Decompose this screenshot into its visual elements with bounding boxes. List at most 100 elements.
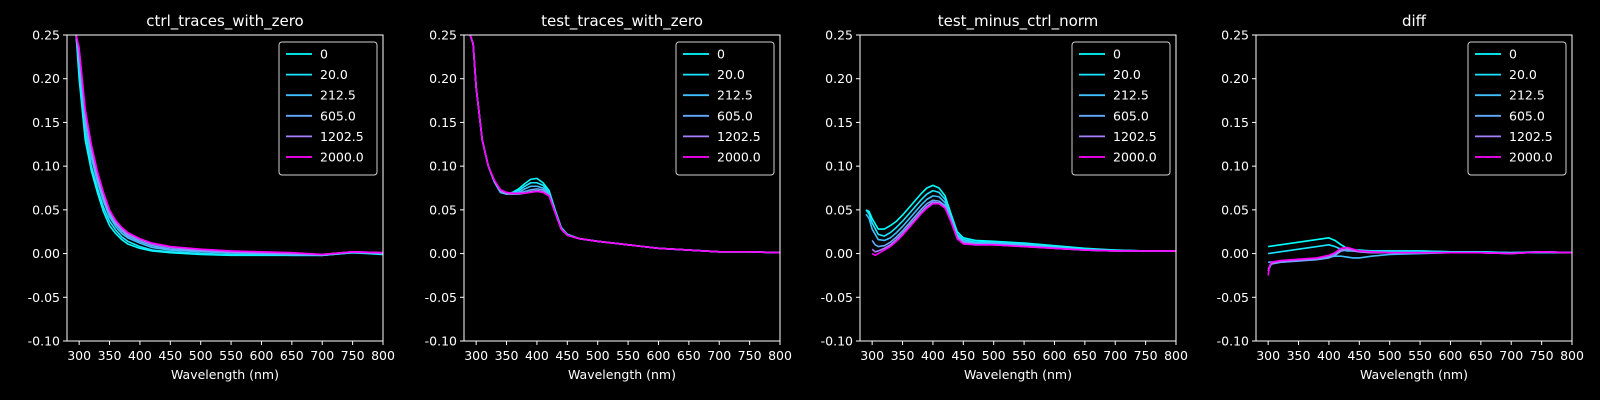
- legend: 0 20.0 212.5 605.0 1202.5 2000.0: [1071, 41, 1171, 176]
- x-tick-label: 450: [555, 348, 579, 363]
- y-tick-label: 0.00: [825, 246, 853, 261]
- plot-frame: [859, 34, 1177, 342]
- legend-label: 0: [717, 47, 725, 62]
- legend-label: 20.0: [717, 67, 745, 82]
- y-tick-label: 0.10: [825, 159, 853, 174]
- y-tick-label: 0.20: [1221, 71, 1249, 86]
- legend: 0 20.0 212.5 605.0 1202.5 2000.0: [278, 41, 378, 176]
- plot-frame: [1255, 34, 1573, 342]
- x-tick-label: 800: [768, 348, 792, 363]
- legend-label: 1202.5: [1113, 129, 1157, 144]
- y-tick-label: -0.10: [425, 334, 457, 349]
- x-tick-label: 500: [982, 348, 1006, 363]
- chart-panel-4: diff 300 350 400 450 500 550 600 650 700 750 800 -0.…: [1217, 12, 1584, 382]
- legend-label: 20.0: [1509, 67, 1537, 82]
- legend-label: 605.0: [320, 108, 356, 123]
- x-tick-label: 550: [616, 348, 640, 363]
- legend-label: 2000.0: [1509, 150, 1553, 165]
- series-line-0: [865, 184, 1176, 252]
- y-tick-label: 0.20: [825, 71, 853, 86]
- series-line-212-5: [865, 195, 1176, 252]
- x-tick-label: 400: [525, 348, 549, 363]
- legend: 0 20.0 212.5 605.0 1202.5 2000.0: [675, 41, 775, 176]
- y-tick-label: 0.10: [1221, 159, 1249, 174]
- y-tick-label: -0.10: [1217, 334, 1249, 349]
- y-tick-label: 0.05: [32, 202, 60, 217]
- x-axis-label: Wavelength (nm): [568, 367, 676, 382]
- series-line-2000-0: [871, 202, 1176, 257]
- x-tick-label: 700: [707, 348, 731, 363]
- y-tick-label: 0.25: [825, 28, 853, 43]
- legend-label: 212.5: [717, 88, 753, 103]
- x-tick-label: 350: [495, 348, 519, 363]
- x-tick-label: 750: [1134, 348, 1158, 363]
- y-tick-label: 0.05: [825, 202, 853, 217]
- legend-label: 605.0: [1509, 108, 1545, 123]
- legend-label: 0: [1509, 47, 1517, 62]
- x-tick-label: 700: [1103, 348, 1127, 363]
- x-tick-label: 600: [1439, 348, 1463, 363]
- x-tick-label: 750: [738, 348, 762, 363]
- y-tick-label: 0.10: [32, 159, 60, 174]
- y-tick-label: -0.05: [28, 290, 60, 305]
- x-tick-label: 500: [189, 348, 213, 363]
- x-axis-label: Wavelength (nm): [1360, 367, 1468, 382]
- x-tick-label: 700: [1499, 348, 1523, 363]
- legend-label: 1202.5: [320, 129, 364, 144]
- series-line-20-0: [75, 35, 383, 257]
- y-tick-label: 0.25: [1221, 28, 1249, 43]
- legend-label: 1202.5: [717, 129, 761, 144]
- chart-title: ctrl_traces_with_zero: [146, 12, 303, 31]
- x-tick-label: 350: [891, 348, 915, 363]
- x-tick-label: 450: [951, 348, 975, 363]
- x-tick-label: 350: [98, 348, 122, 363]
- y-tick-label: 0.05: [1221, 202, 1249, 217]
- legend-label: 2000.0: [1113, 150, 1157, 165]
- y-tick-label: 0.00: [32, 246, 60, 261]
- y-tick-label: 0.15: [1221, 115, 1249, 130]
- y-tick-label: 0.15: [429, 115, 457, 130]
- legend-label: 0: [320, 47, 328, 62]
- y-tick-label: -0.05: [1217, 290, 1249, 305]
- x-axis-label: Wavelength (nm): [964, 367, 1072, 382]
- x-tick-label: 600: [250, 348, 274, 363]
- series-line-2000-0: [1267, 246, 1572, 276]
- y-tick-label: 0.25: [32, 28, 60, 43]
- x-tick-label: 400: [921, 348, 945, 363]
- x-tick-label: 550: [1408, 348, 1432, 363]
- x-tick-label: 800: [1164, 348, 1188, 363]
- x-tick-label: 300: [464, 348, 488, 363]
- x-tick-label: 300: [860, 348, 884, 363]
- legend-label: 20.0: [1113, 67, 1141, 82]
- series-line-605-0: [75, 35, 383, 257]
- x-tick-label: 400: [1317, 348, 1341, 363]
- y-tick-label: 0.10: [429, 159, 457, 174]
- legend-label: 212.5: [1509, 88, 1545, 103]
- legend-label: 2000.0: [320, 150, 364, 165]
- x-tick-label: 750: [1530, 348, 1554, 363]
- y-tick-label: 0.15: [32, 115, 60, 130]
- chart-panel-3: test_minus_ctrl_norm 300 350 400 450 500 550 60…: [821, 12, 1188, 382]
- y-tick-label: 0.25: [429, 28, 457, 43]
- legend-label: 20.0: [320, 67, 348, 82]
- chart-panel-2: test_traces_with_zero 300 350 400 450 500 550 6…: [425, 12, 792, 382]
- y-tick-label: -0.10: [28, 334, 60, 349]
- x-tick-label: 550: [219, 348, 243, 363]
- legend-label: 0: [1113, 47, 1121, 62]
- y-tick-label: -0.05: [821, 290, 853, 305]
- y-tick-label: 0.05: [429, 202, 457, 217]
- x-tick-label: 800: [1560, 348, 1584, 363]
- chart-title: diff: [1402, 12, 1427, 30]
- y-tick-label: -0.10: [821, 334, 853, 349]
- y-tick-label: 0.20: [429, 71, 457, 86]
- legend-label: 2000.0: [717, 150, 761, 165]
- plot-frame: [463, 34, 781, 342]
- x-tick-label: 300: [1256, 348, 1280, 363]
- legend-label: 212.5: [320, 88, 356, 103]
- y-tick-label: 0.00: [1221, 246, 1249, 261]
- x-tick-label: 400: [128, 348, 152, 363]
- x-tick-label: 350: [1287, 348, 1311, 363]
- x-tick-label: 800: [371, 348, 395, 363]
- x-tick-label: 650: [1073, 348, 1097, 363]
